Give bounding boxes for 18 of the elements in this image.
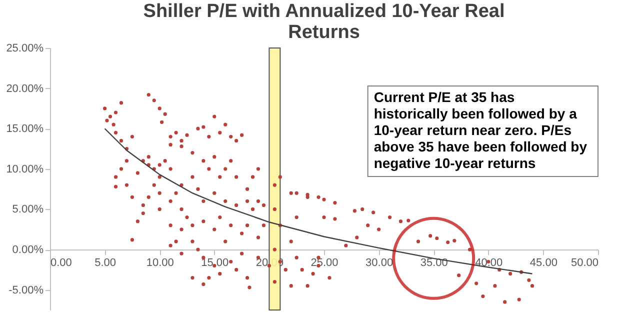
x-tick-label: 15.00 <box>201 257 229 270</box>
chart-title: Shiller P/E with Annualized 10-Year Real Returns <box>143 1 505 43</box>
y-tick-label: 0.00% <box>12 244 44 256</box>
y-tick-label: 15.00% <box>6 123 44 136</box>
x-tick-label: 40.00 <box>475 257 503 270</box>
x-tick-label: 25.00 <box>310 257 338 270</box>
x-tick-label: 10.00 <box>146 257 174 270</box>
y-tick-label: 25.00% <box>6 42 44 54</box>
x-tick-label: 50.00 <box>570 257 598 270</box>
y-tick-label: -5.00% <box>8 284 44 296</box>
x-tick-label: 45.00 <box>530 257 558 270</box>
annotation: Current P/E at 35 has historically been followed by a 10-year return near zero. P/Es above 35 have been followed by negative 10-year returns <box>374 89 588 171</box>
y-tick-label: 10.00% <box>6 163 44 176</box>
y-tick-label: 20.00% <box>6 82 44 95</box>
x-tick-label: 0.00 <box>50 257 72 270</box>
x-tick-label: 5.00 <box>94 257 116 270</box>
y-tick-label: 5.00% <box>12 204 44 216</box>
x-tick-label: 30.00 <box>366 257 394 270</box>
